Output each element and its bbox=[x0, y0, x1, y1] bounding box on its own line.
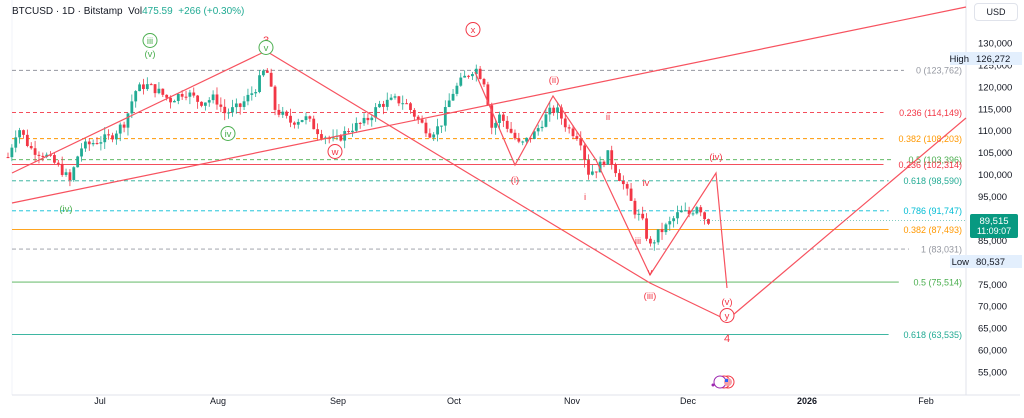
wave-label-circle bbox=[719, 308, 735, 323]
time-tick: Nov bbox=[564, 396, 581, 406]
wave-label[interactable]: w bbox=[331, 147, 339, 158]
time-tick: Aug bbox=[210, 396, 226, 406]
fib-level-label: 0.382 (108,203) bbox=[898, 134, 962, 144]
last-price-marker: 89,515 11:09:07 bbox=[700, 214, 1018, 238]
price-tick: 70,000 bbox=[978, 302, 1007, 313]
currency-button[interactable]: USD bbox=[974, 3, 1018, 21]
time-tick: Oct bbox=[447, 396, 462, 406]
time-tick: 2026 bbox=[797, 396, 817, 406]
price-tick: 95,000 bbox=[978, 192, 1007, 203]
wave-label[interactable]: i bbox=[584, 192, 586, 203]
low-value: 80,537 bbox=[976, 257, 1005, 268]
wave-label[interactable]: (iii) bbox=[644, 291, 657, 302]
fib-level-label: 0.236 (114,149) bbox=[899, 108, 962, 118]
wave-label[interactable]: iv bbox=[225, 129, 232, 140]
price-tick: 85,000 bbox=[978, 236, 1007, 247]
price-change: +266 (+0.30%) bbox=[178, 6, 245, 17]
fib-level-label: 0.618 (98,590) bbox=[903, 176, 962, 186]
fib-level-label: 0.5 (75,514) bbox=[913, 277, 962, 287]
fib-level-label: 0.786 (91,747) bbox=[903, 206, 962, 216]
wave-labels: iii(v)3viv(iv)wx(ii)ii(i)iiv(iv)iiiv(iii… bbox=[59, 22, 735, 345]
wave-label[interactable]: iii bbox=[635, 236, 641, 247]
price-tick: 65,000 bbox=[978, 324, 1007, 335]
high-value: 126,272 bbox=[976, 54, 1010, 65]
price-axis[interactable]: 130,000 125,000 120,000 115,000 110,000 105,0… bbox=[978, 39, 1012, 379]
economic-events-icon[interactable] bbox=[711, 375, 735, 389]
price-tick: 75,000 bbox=[978, 280, 1007, 291]
wave-label-circle bbox=[142, 33, 158, 48]
bar-countdown: 11:09:07 bbox=[977, 226, 1011, 236]
wave-label[interactable]: (ii) bbox=[549, 75, 560, 86]
wave-label[interactable]: (v) bbox=[721, 297, 732, 308]
volume-value: 475.59 bbox=[142, 6, 173, 17]
volume-label: Vol bbox=[128, 6, 143, 17]
price-tick: 115,000 bbox=[978, 104, 1012, 115]
interval[interactable]: 1D bbox=[62, 6, 75, 17]
fib-level-label: 0.236 (102,314) bbox=[898, 160, 962, 170]
wave-label-circle bbox=[258, 40, 274, 55]
wave-label-circle bbox=[220, 126, 236, 141]
fib-level-label: 0.382 (87,493) bbox=[903, 225, 962, 235]
elliott-pattern-lines bbox=[11, 6, 967, 321]
time-tick: Jul bbox=[94, 396, 106, 406]
projection-line[interactable] bbox=[726, 117, 967, 321]
candlestick-series bbox=[6, 64, 710, 251]
last-price-value: 89,515 bbox=[979, 216, 1008, 227]
fib-level-label: 1 (83,031) bbox=[921, 244, 962, 254]
high-label: High bbox=[949, 54, 969, 65]
price-tick: 130,000 bbox=[978, 39, 1012, 50]
time-tick: Dec bbox=[680, 396, 697, 406]
legend-separator: · bbox=[74, 6, 84, 17]
wave-label-circle bbox=[327, 144, 343, 159]
price-tick: 110,000 bbox=[978, 126, 1012, 137]
fibonacci-levels: 0 (123,762) 0.236 (114,149) 0.382 (108,203… bbox=[12, 66, 962, 340]
price-tick: 60,000 bbox=[978, 346, 1007, 357]
wave-label[interactable]: v bbox=[648, 267, 653, 278]
exchange: Bitstamp bbox=[83, 6, 123, 17]
impulse-wave-path[interactable] bbox=[474, 71, 728, 289]
high-marker: High 126,272 bbox=[949, 52, 1022, 65]
wave-label[interactable]: (i) bbox=[511, 175, 519, 186]
chart-legend[interactable]: BTCUSD · 1D · Bitstamp Vol475.59 +266 (+… bbox=[12, 6, 244, 17]
price-tick: 55,000 bbox=[978, 368, 1007, 379]
wave-label[interactable]: 4 bbox=[724, 333, 730, 345]
trendline-wave-3[interactable] bbox=[11, 50, 267, 174]
wave-label[interactable]: v bbox=[264, 43, 269, 54]
fib-level-label: 0.618 (63,535) bbox=[903, 330, 962, 340]
symbol-name[interactable]: BTCUSD bbox=[12, 6, 54, 17]
low-marker: Low 80,537 bbox=[950, 255, 1022, 268]
wave-label[interactable]: iii bbox=[147, 36, 153, 47]
time-tick: Feb bbox=[918, 396, 934, 406]
wave-label[interactable]: ii bbox=[606, 112, 610, 123]
time-axis[interactable]: Jul Aug Sep Oct Nov Dec 2026 Feb bbox=[94, 396, 934, 406]
time-tick: Sep bbox=[330, 396, 346, 406]
price-tick: 120,000 bbox=[978, 82, 1012, 93]
wave-label[interactable]: y bbox=[725, 311, 730, 322]
wave-label-circle bbox=[465, 22, 481, 37]
wave-label[interactable]: x bbox=[471, 25, 476, 36]
fib-level-label: 0 (123,762) bbox=[916, 66, 962, 76]
price-tick: 105,000 bbox=[978, 148, 1012, 159]
wave-label[interactable]: (iv) bbox=[709, 152, 722, 163]
wave-label[interactable]: iv bbox=[643, 178, 650, 189]
low-label: Low bbox=[952, 257, 970, 268]
wave-label[interactable]: (v) bbox=[144, 49, 155, 60]
wave-label[interactable]: (iv) bbox=[59, 204, 72, 215]
fib-level-label: 0.5 (103,396) bbox=[908, 155, 962, 165]
price-tick: 100,000 bbox=[978, 170, 1012, 181]
wxy-correction-line[interactable] bbox=[265, 50, 728, 321]
price-tick: 125,000 bbox=[978, 60, 1012, 71]
legend-separator: · bbox=[53, 6, 63, 17]
